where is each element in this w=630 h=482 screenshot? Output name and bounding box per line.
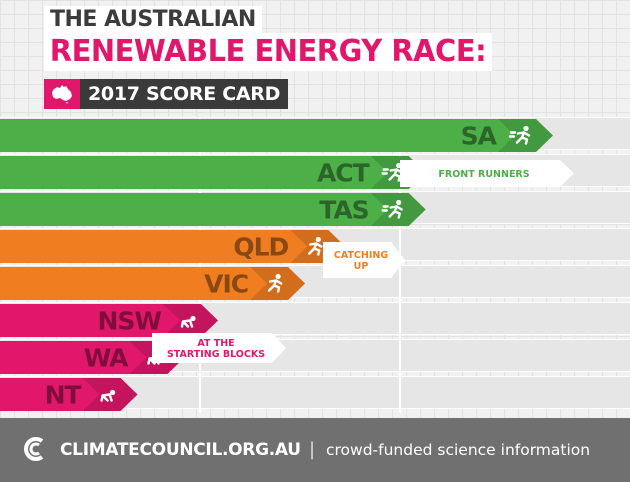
group-tag — [323, 242, 405, 278]
group-tag — [152, 333, 286, 363]
group-tag — [400, 160, 574, 187]
bar-label-qld: QLD — [233, 233, 288, 262]
bar-chevron — [250, 267, 306, 300]
bar-label-tas: TAS — [319, 196, 368, 225]
bar-chevron — [370, 193, 426, 226]
bar-qld — [0, 230, 346, 263]
title-line-2: RENEWABLE ENERGY RACE: — [44, 33, 492, 71]
bar-nsw — [0, 304, 218, 337]
runner-icon — [100, 389, 116, 402]
bar-wa — [0, 341, 185, 374]
runner-icon — [508, 125, 531, 145]
scorecard-label: 2017 SCORE CARD — [88, 83, 281, 105]
title-line-1: THE AUSTRALIAN — [44, 6, 262, 34]
bar-vic — [0, 267, 306, 300]
scorecard-banner: 2017 SCORE CARD — [44, 79, 289, 109]
footer-tagline: crowd-funded science information — [326, 441, 591, 459]
bar-sa — [0, 119, 553, 152]
group-label: AT THE STARTING BLOCKS — [167, 338, 265, 360]
bar-label-act: ACT — [317, 159, 370, 188]
bar-tas — [0, 193, 426, 226]
bar-label-nt: NT — [45, 381, 82, 410]
bar-label-nsw: NSW — [97, 307, 161, 336]
bar-label-wa: WA — [84, 344, 129, 373]
runner-icon — [267, 273, 283, 293]
footer: CLIMATECOUNCIL.ORG.AU | crowd-funded sci… — [0, 418, 630, 482]
footer-separator: | — [309, 439, 316, 460]
bar-label-sa: SA — [461, 122, 498, 151]
australia-map-icon — [44, 79, 80, 109]
bar-nt — [0, 378, 138, 411]
bar-label-vic: VIC — [204, 270, 248, 299]
runner-icon — [180, 315, 196, 328]
site-link[interactable]: CLIMATECOUNCIL.ORG.AU — [60, 440, 301, 460]
bar-chevron — [498, 119, 553, 152]
runner-icon — [308, 236, 323, 256]
runner-icon — [381, 199, 403, 219]
group-label: CATCHING UP — [334, 250, 388, 272]
group-label: FRONT RUNNERS — [438, 169, 529, 180]
bar-act — [0, 156, 426, 189]
climate-council-logo-icon — [24, 437, 44, 461]
